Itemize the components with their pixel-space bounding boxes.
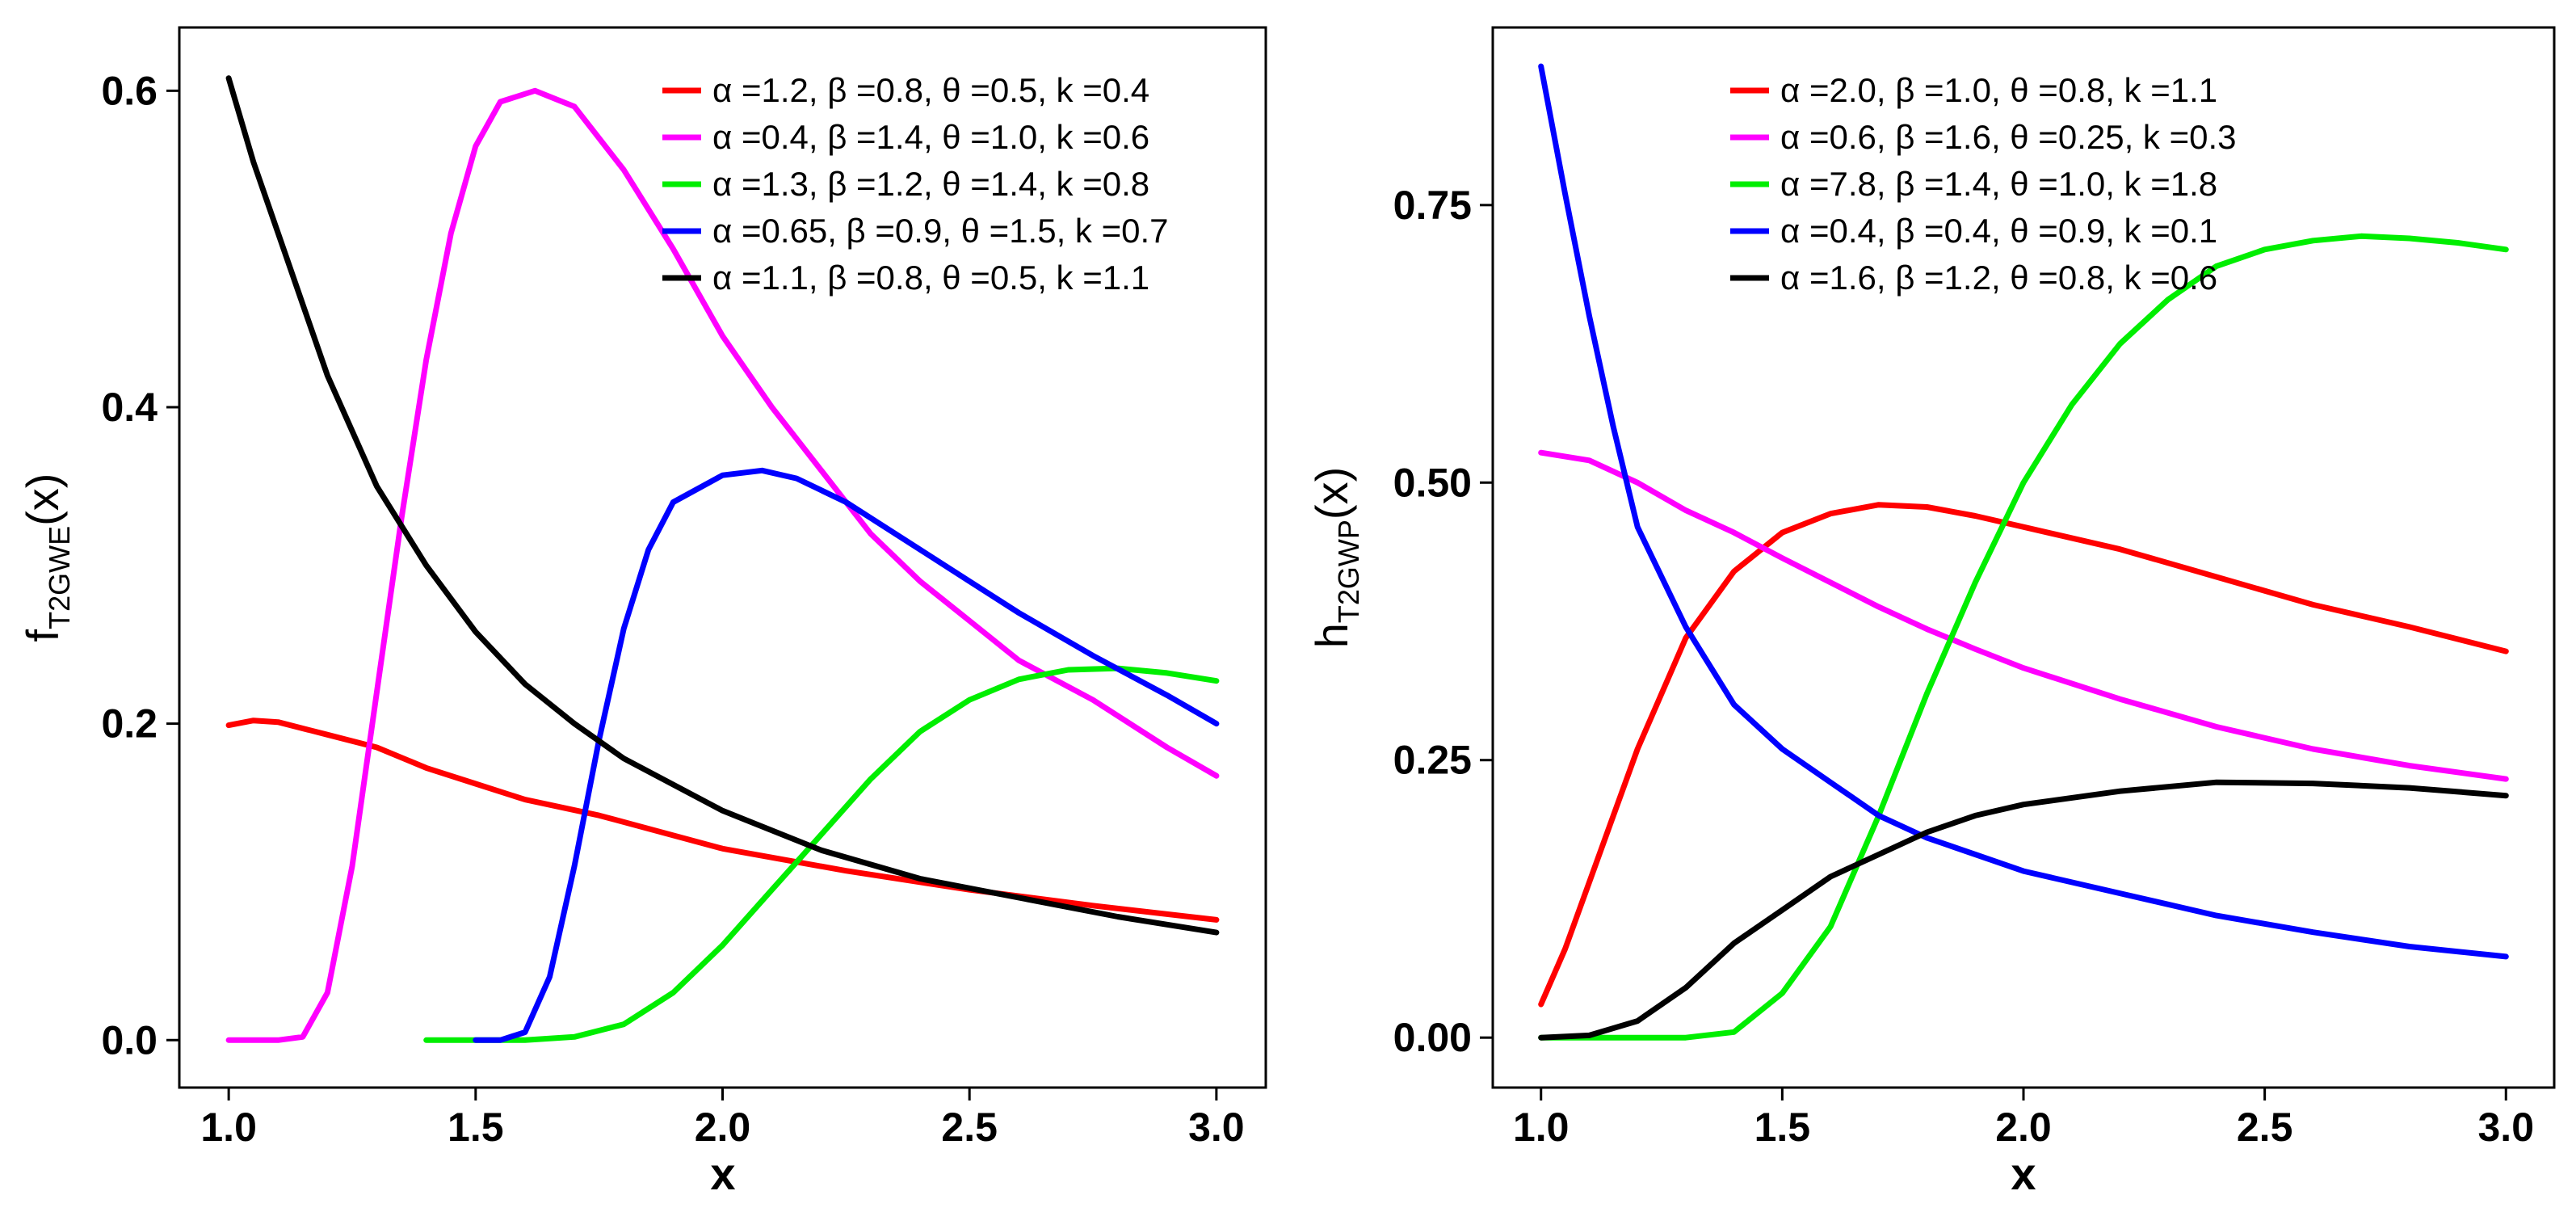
right-chart-panel: 1.0 1.5 2.0 2.5 3.0 0.00 0.25 0.50 0.75 α =2.0,… [1306, 26, 2556, 1199]
left-legend-label-4: α =0.65, β =0.9, θ =1.5, k =0.7 [712, 212, 1169, 250]
left-y-axis-title: fT2GWE(x) [17, 473, 76, 642]
right-x-tick-label: 1.0 [1513, 1105, 1570, 1150]
left-y-tick-label: 0.4 [101, 385, 158, 430]
right-series-line-5 [1538, 779, 2509, 1041]
left-legend: α =1.2, β =0.8, θ =0.5, k =0.4 α =0.4, β … [662, 71, 1169, 297]
right-y-tick-label: 0.25 [1393, 738, 1472, 783]
left-chart-panel: 1.0 1.5 2.0 2.5 3.0 0.0 0.2 0.4 0.6 α =1.2, β =… [17, 26, 1267, 1199]
left-x-tick-label: 2.5 [941, 1105, 998, 1150]
right-y-axis-title-main: h [1306, 623, 1357, 648]
right-y-axis-title: hT2GWP(x) [1306, 467, 1365, 648]
left-x-tick-label: 2.0 [695, 1105, 751, 1150]
right-x-axis-ticks: 1.0 1.5 2.0 2.5 3.0 [1513, 1088, 2534, 1150]
left-y-tick-label: 0.0 [101, 1017, 158, 1063]
right-series-line-3 [1538, 233, 2509, 1041]
right-y-axis-title-sub: T2GWP [1332, 520, 1365, 623]
left-y-axis-ticks: 0.0 0.2 0.4 0.6 [101, 68, 179, 1063]
right-series-group [1538, 63, 2509, 1041]
right-x-tick-label: 2.5 [2237, 1105, 2293, 1150]
left-x-tick-label: 1.0 [200, 1105, 257, 1150]
right-series-line-2 [1538, 449, 2509, 782]
right-x-tick-label: 2.0 [1995, 1105, 2052, 1150]
left-y-axis-title-arg: (x) [17, 473, 68, 526]
right-y-tick-label: 0.00 [1393, 1015, 1472, 1060]
left-x-tick-label: 3.0 [1188, 1105, 1245, 1150]
right-y-tick-label: 0.75 [1393, 183, 1472, 228]
left-series-line-3 [423, 665, 1220, 1043]
left-legend-label-2: α =0.4, β =1.4, θ =1.0, k =0.6 [712, 118, 1149, 156]
left-series-line-5 [225, 75, 1220, 936]
right-legend-label-4: α =0.4, β =0.4, θ =0.9, k =0.1 [1780, 212, 2217, 250]
right-legend-label-2: α =0.6, β =1.6, θ =0.25, k =0.3 [1780, 118, 2237, 156]
right-series-line-1 [1538, 502, 2509, 1008]
right-x-axis-title: x [2011, 1148, 2036, 1199]
right-legend: α =2.0, β =1.0, θ =0.8, k =1.1 α =0.6, β … [1730, 71, 2237, 297]
left-y-axis-title-main: f [17, 629, 68, 642]
left-legend-label-5: α =1.1, β =0.8, θ =0.5, k =1.1 [712, 259, 1149, 297]
right-y-axis-title-arg: (x) [1306, 467, 1357, 520]
right-legend-label-3: α =7.8, β =1.4, θ =1.0, k =1.8 [1780, 165, 2217, 203]
right-legend-label-5: α =1.6, β =1.2, θ =0.8, k =0.6 [1780, 259, 2217, 297]
left-x-axis-title: x [710, 1148, 735, 1199]
right-y-tick-label: 0.50 [1393, 460, 1472, 505]
left-y-tick-label: 0.2 [101, 701, 158, 747]
left-series-group [225, 75, 1220, 1043]
right-x-tick-label: 3.0 [2478, 1105, 2535, 1150]
left-x-axis-ticks: 1.0 1.5 2.0 2.5 3.0 [200, 1088, 1245, 1150]
right-series-line-4 [1538, 63, 2509, 960]
left-x-tick-label: 1.5 [448, 1105, 504, 1150]
left-y-axis-title-sub: T2GWE [43, 526, 76, 629]
left-legend-label-3: α =1.3, β =1.2, θ =1.4, k =0.8 [712, 165, 1149, 203]
left-series-line-2 [225, 87, 1220, 1043]
left-series-line-4 [473, 467, 1220, 1043]
right-legend-label-1: α =2.0, β =1.0, θ =0.8, k =1.1 [1780, 71, 2217, 109]
left-y-tick-label: 0.6 [101, 68, 158, 113]
left-legend-label-1: α =1.2, β =0.8, θ =0.5, k =0.4 [712, 71, 1149, 109]
right-y-axis-ticks: 0.00 0.25 0.50 0.75 [1393, 183, 1493, 1060]
right-x-tick-label: 1.5 [1754, 1105, 1811, 1150]
